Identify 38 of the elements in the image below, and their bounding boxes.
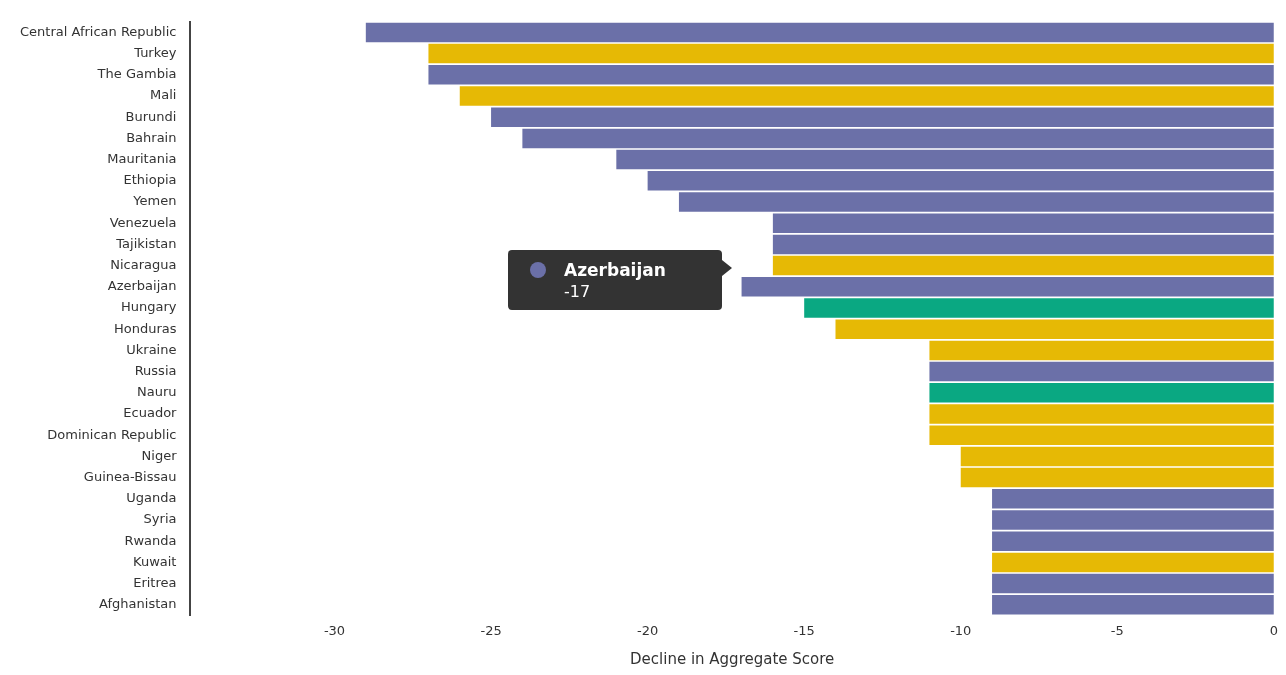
annotation: -17 (564, 282, 591, 302)
x-tick-label: 0 (1269, 622, 1279, 638)
y-tick-label: Afghanistan (99, 596, 177, 612)
x-tick-label: -5 (1110, 622, 1124, 638)
y-tick-label: Rwanda (124, 532, 177, 548)
y-tick-label: Russia (134, 362, 177, 378)
y-tick-label: Ecuador (123, 405, 178, 421)
y-tick-label: Niger (141, 447, 178, 463)
y-tick-label: Dominican Republic (47, 426, 177, 442)
y-tick-label: Guinea-Bissau (83, 468, 177, 484)
x-tick-label: -30 (323, 622, 346, 638)
y-tick-label: Mali (150, 87, 177, 103)
y-tick-label: Eritrea (133, 574, 177, 590)
y-tick-label: Turkey (133, 44, 177, 60)
y-tick-label: Honduras (113, 320, 177, 336)
x-tick-label: -25 (480, 622, 502, 638)
x-tick-label: -20 (637, 622, 659, 638)
x-axis-title: Decline in Aggregate Score (630, 649, 835, 668)
y-tick-label: Hungary (120, 299, 177, 315)
y-tick-label: Syria (143, 511, 177, 527)
y-tick-label: Tajikistan (115, 235, 177, 251)
annotation: Azerbaijan (564, 260, 666, 280)
y-tick-label: Azerbaijan (107, 278, 177, 294)
y-tick-label: Central African Republic (19, 23, 177, 39)
y-tick-label: Kuwait (133, 553, 177, 569)
y-tick-label: Ukraine (126, 341, 177, 357)
y-tick-label: Venezuela (109, 214, 177, 230)
y-tick-label: Yemen (132, 193, 177, 209)
y-tick-label: Nicaragua (110, 256, 177, 272)
x-tick-label: -10 (950, 622, 972, 638)
x-tick-label: -15 (793, 622, 815, 638)
y-tick-label: Nauru (136, 384, 177, 400)
y-tick-label: The Gambia (96, 66, 177, 82)
y-tick-label: Mauritania (107, 150, 177, 166)
y-tick-label: Uganda (126, 490, 177, 506)
y-tick-label: Ethiopia (123, 172, 177, 188)
y-tick-label: Bahrain (126, 129, 177, 145)
y-tick-label: Burundi (125, 108, 177, 124)
